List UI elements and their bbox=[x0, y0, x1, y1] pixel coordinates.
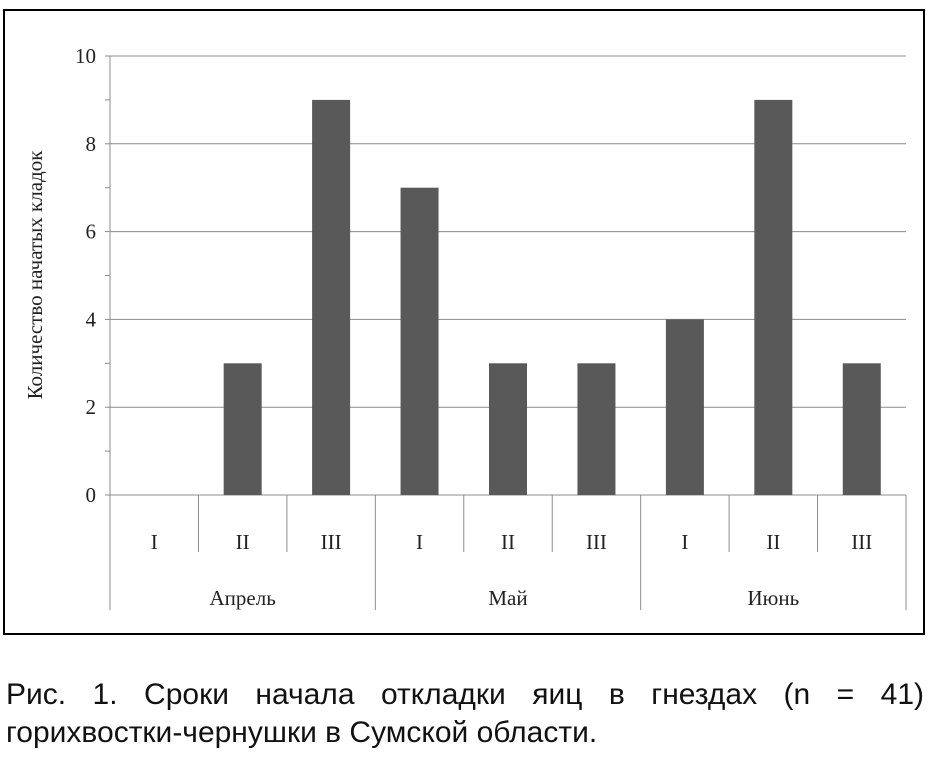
x-tick-label-6: III bbox=[586, 530, 607, 554]
group-label-3: Июнь bbox=[747, 586, 799, 610]
axes bbox=[105, 55, 907, 610]
bar-5 bbox=[489, 363, 527, 495]
x-tick-label-9: III bbox=[851, 530, 872, 554]
x-tick-label-2: II bbox=[236, 530, 250, 554]
figure-caption: Рис. 1. Сроки начала откладки яиц в гнез… bbox=[6, 676, 924, 752]
bar-4 bbox=[400, 187, 439, 495]
group-label-1: Апрель bbox=[210, 586, 276, 610]
bar-8 bbox=[754, 99, 793, 496]
bars bbox=[223, 99, 881, 496]
x-tick-labels: I II III I II III I II III bbox=[151, 530, 873, 554]
y-tick-label-10: 10 bbox=[75, 44, 96, 68]
y-tick-label-4: 4 bbox=[86, 307, 97, 331]
x-tick-label-1: I bbox=[151, 530, 158, 554]
y-axis-label: Количество начатых кладок bbox=[23, 150, 47, 400]
month-group-labels: Апрель Май Июнь bbox=[210, 586, 800, 610]
y-tick-label-0: 0 bbox=[86, 483, 97, 507]
y-tick-label-2: 2 bbox=[86, 395, 97, 419]
y-tick-labels: 0 2 4 6 8 10 bbox=[75, 44, 97, 507]
y-tick-label-6: 6 bbox=[86, 220, 97, 244]
group-label-2: Май bbox=[488, 586, 527, 610]
x-tick-label-4: I bbox=[416, 530, 423, 554]
y-tick-label-8: 8 bbox=[86, 132, 97, 156]
bar-2 bbox=[223, 363, 262, 495]
x-tick-label-3: III bbox=[321, 530, 342, 554]
bar-7 bbox=[665, 319, 704, 495]
bar-3 bbox=[312, 99, 351, 496]
caption-line-2: горихвостки-чернушки в Сумской области. bbox=[6, 716, 598, 749]
bar-9 bbox=[842, 363, 881, 495]
x-tick-label-7: I bbox=[681, 530, 688, 554]
x-tick-label-5: II bbox=[501, 530, 515, 554]
bar-6 bbox=[577, 363, 616, 495]
caption-line-1: Рис. 1. Сроки начала откладки яиц в гнез… bbox=[6, 678, 924, 711]
x-tick-label-8: II bbox=[766, 530, 780, 554]
